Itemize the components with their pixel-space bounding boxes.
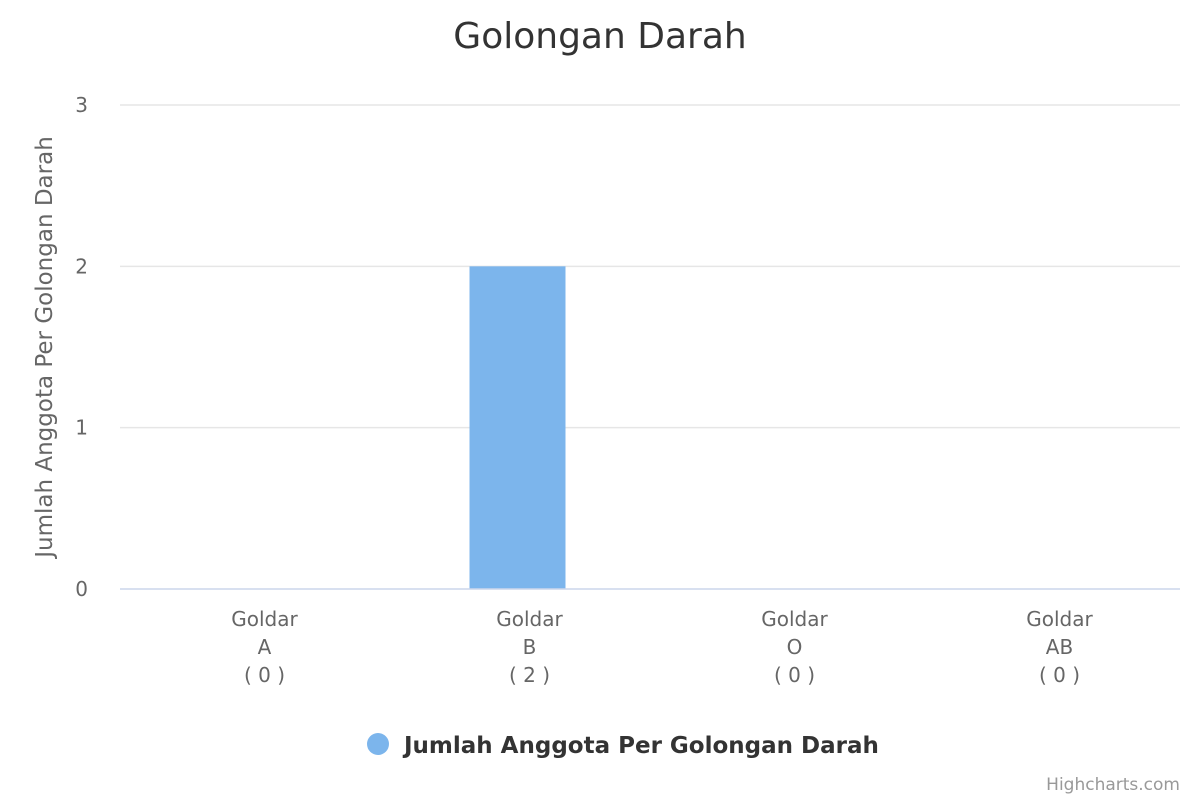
y-axis-ticks: 0 1 2 3 <box>75 93 88 601</box>
y-tick-label: 0 <box>75 577 88 601</box>
legend[interactable]: Jumlah Anggota Per Golongan Darah <box>367 733 879 759</box>
legend-marker-icon[interactable] <box>367 733 389 755</box>
chart-title: Golongan Darah <box>453 16 746 57</box>
x-tick-label: Goldar <box>496 607 563 631</box>
y-tick-label: 1 <box>75 416 88 440</box>
x-tick-label: O <box>787 635 803 659</box>
credits-link[interactable]: Highcharts.com <box>1046 775 1180 795</box>
x-tick-label: ( 2 ) <box>509 663 550 687</box>
x-tick-label: Goldar <box>761 607 828 631</box>
legend-label[interactable]: Jumlah Anggota Per Golongan Darah <box>402 733 879 759</box>
bar-b[interactable] <box>469 266 566 589</box>
bars <box>469 266 566 589</box>
grid-lines <box>120 104 1180 429</box>
x-tick-label: A <box>258 635 272 659</box>
y-axis-label: Jumlah Anggota Per Golongan Darah <box>32 136 58 560</box>
x-tick-label: ( 0 ) <box>774 663 815 687</box>
x-axis-ticks: Goldar A ( 0 ) Goldar B ( 2 ) Goldar O ( 0 ) Gold… <box>231 607 1093 687</box>
y-tick-label: 2 <box>75 254 88 278</box>
x-tick-label: ( 0 ) <box>244 663 285 687</box>
x-tick-label: Goldar <box>1026 607 1093 631</box>
x-tick-label: Goldar <box>231 607 298 631</box>
x-tick-label: AB <box>1046 635 1073 659</box>
y-tick-label: 3 <box>75 93 88 117</box>
x-tick-label: ( 0 ) <box>1039 663 1080 687</box>
x-tick-label: B <box>523 635 537 659</box>
